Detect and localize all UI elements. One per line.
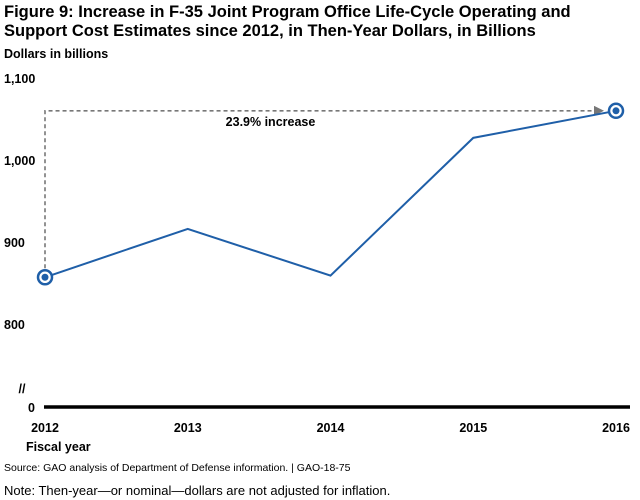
source-note: Source: GAO analysis of Department of De… xyxy=(4,462,351,474)
axis-break-symbol: // xyxy=(19,382,26,396)
x-tick-label: 2015 xyxy=(459,421,487,435)
increase-arrow xyxy=(44,105,604,269)
y-tick-label: 1,100 xyxy=(4,72,35,86)
x-tick-label: 2012 xyxy=(31,421,59,435)
x-tick-label: 2014 xyxy=(317,421,345,435)
chart-title: Figure 9: Increase in F-35 Joint Program… xyxy=(4,3,571,40)
y-tick-label: 800 xyxy=(4,318,25,332)
footnote: Note: Then-year—or nominal—dollars are n… xyxy=(4,483,391,498)
endpoint-marker-dot xyxy=(612,107,620,115)
x-tick-label: 2013 xyxy=(174,421,202,435)
y-tick-label: 1,000 xyxy=(4,154,35,168)
y-tick-label-zero: 0 xyxy=(28,401,35,415)
increase-annotation: 23.9% increase xyxy=(226,115,316,129)
y-axis-title: Dollars in billions xyxy=(4,47,109,61)
series-line xyxy=(44,109,617,279)
endpoint-marker-dot xyxy=(41,273,49,281)
y-tick-label: 900 xyxy=(4,236,25,250)
x-tick-label: 2016 xyxy=(602,421,630,435)
x-axis-title: Fiscal year xyxy=(26,440,91,454)
